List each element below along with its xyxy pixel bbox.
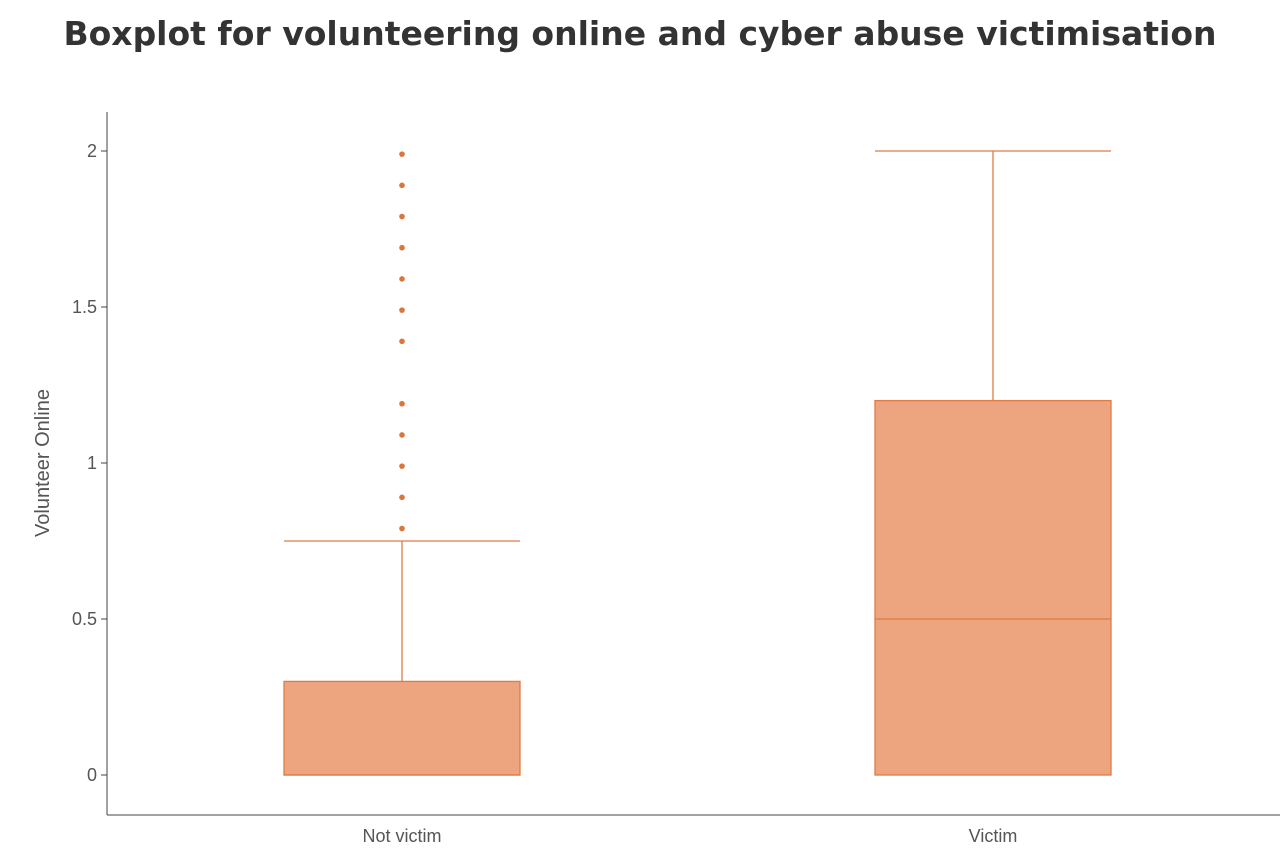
plot-area (283, 150, 1112, 776)
outlier-point (399, 525, 405, 532)
chart-title: Boxplot for volunteering online and cybe… (63, 14, 1217, 53)
outlier-point (399, 463, 405, 469)
outlier-point (399, 400, 405, 407)
outlier-point (399, 213, 405, 220)
outlier-point (399, 307, 405, 313)
iqr-box (283, 680, 521, 776)
outlier-point (399, 338, 405, 345)
box-group-victim (874, 150, 1112, 776)
outlier-point (399, 432, 405, 438)
y-tick-label: 1.5 (72, 297, 97, 317)
box-group-not-victim (283, 151, 521, 776)
y-axis-title: Volunteer Online (32, 389, 54, 537)
y-tick-label: 0 (87, 765, 97, 785)
iqr-box (874, 399, 1112, 776)
y-tick-label: 1 (87, 453, 97, 473)
outlier-point (399, 494, 405, 501)
y-tick-label: 0.5 (72, 609, 97, 629)
outlier-point (399, 182, 405, 189)
x-tick-label: Victim (969, 826, 1018, 846)
outlier-point (399, 151, 405, 157)
y-tick-label: 2 (87, 141, 97, 161)
x-tick-label: Not victim (362, 826, 441, 846)
outlier-point (399, 244, 405, 251)
axes: 0 0.5 1 1.5 2 Not victim Victim (72, 112, 1280, 846)
outlier-point (399, 276, 405, 282)
